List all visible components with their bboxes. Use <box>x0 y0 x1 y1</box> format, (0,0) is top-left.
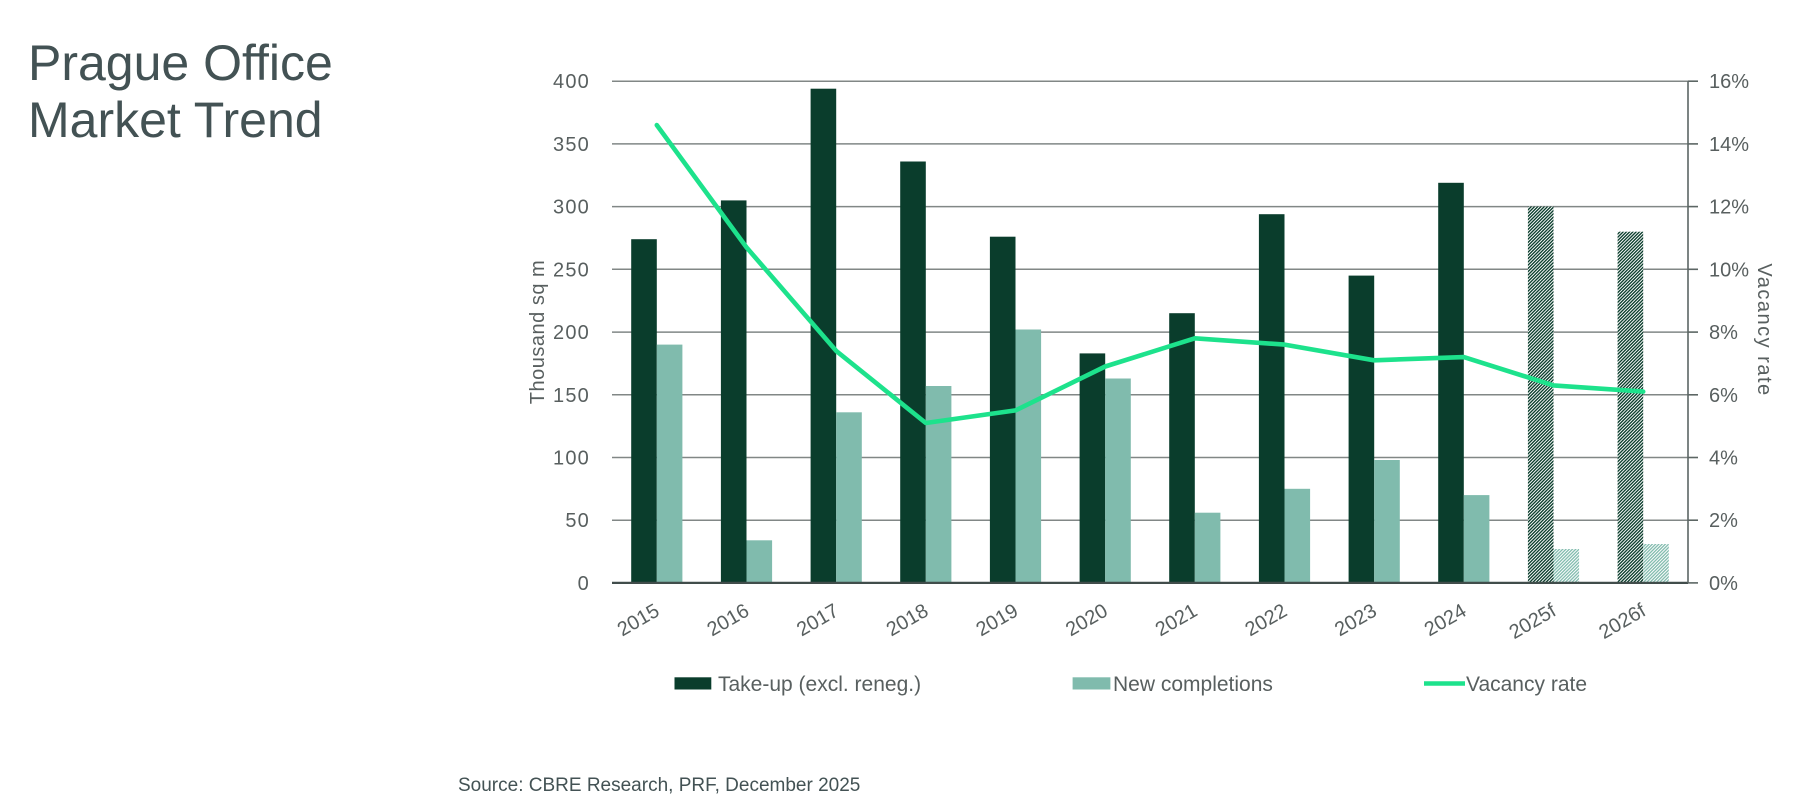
svg-text:4%: 4% <box>1709 448 1738 470</box>
svg-text:Take-up (excl. reneg.): Take-up (excl. reneg.) <box>718 673 921 696</box>
svg-text:50: 50 <box>565 510 590 532</box>
svg-text:250: 250 <box>553 259 590 281</box>
svg-text:0: 0 <box>578 573 590 595</box>
svg-text:Thousand sq m: Thousand sq m <box>527 260 549 404</box>
svg-text:Market Trend: Market Trend <box>28 92 323 148</box>
svg-text:16%: 16% <box>1709 71 1749 93</box>
svg-text:300: 300 <box>553 197 590 219</box>
svg-text:Vacancy rate: Vacancy rate <box>1466 673 1587 696</box>
svg-text:150: 150 <box>553 385 590 407</box>
svg-text:2%: 2% <box>1709 510 1738 532</box>
svg-text:8%: 8% <box>1709 322 1738 344</box>
svg-text:350: 350 <box>553 134 590 156</box>
svg-text:14%: 14% <box>1709 134 1749 156</box>
svg-text:0%: 0% <box>1709 573 1738 595</box>
svg-text:Source: CBRE Research, PRF, De: Source: CBRE Research, PRF, December 202… <box>458 775 860 796</box>
svg-text:12%: 12% <box>1709 197 1749 219</box>
svg-text:6%: 6% <box>1709 385 1738 407</box>
svg-text:10%: 10% <box>1709 259 1749 281</box>
svg-text:400: 400 <box>553 71 590 93</box>
svg-text:New completions: New completions <box>1113 673 1273 696</box>
svg-text:100: 100 <box>553 448 590 470</box>
svg-text:200: 200 <box>553 322 590 344</box>
svg-text:Vacancy rate: Vacancy rate <box>1753 263 1775 396</box>
svg-text:Prague Office: Prague Office <box>28 35 333 91</box>
